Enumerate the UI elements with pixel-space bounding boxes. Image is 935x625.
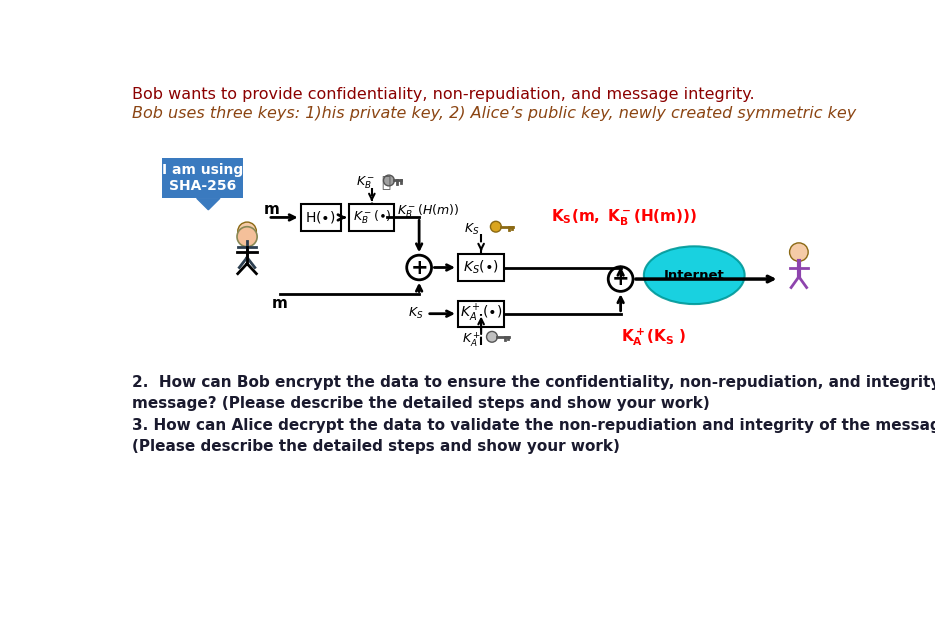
Circle shape [486,331,497,342]
Text: $K_B^-(H(m))$: $K_B^-(H(m))$ [396,202,459,220]
Text: Bob wants to provide confidentiality, non-repudiation, and message integrity.: Bob wants to provide confidentiality, no… [133,86,755,101]
Text: I am using
SHA-256: I am using SHA-256 [162,163,243,193]
Ellipse shape [644,246,744,304]
Text: $K_A^+(\bullet)$: $K_A^+(\bullet)$ [460,303,502,324]
Text: Internet: Internet [664,269,725,282]
Text: $K_A^+$: $K_A^+$ [462,330,482,349]
Text: +: + [611,269,629,289]
FancyBboxPatch shape [458,301,504,327]
Text: 2.  How can Bob encrypt the data to ensure the confidentiality, non-repudiation,: 2. How can Bob encrypt the data to ensur… [133,375,935,411]
Circle shape [237,227,257,247]
Circle shape [491,221,501,232]
Text: H($\bullet$): H($\bullet$) [306,209,336,226]
Text: 3. How can Alice decrypt the data to validate the non-repudiation and integrity : 3. How can Alice decrypt the data to val… [133,418,935,454]
Text: +: + [410,258,428,278]
Text: $K_S$: $K_S$ [408,306,423,321]
Text: $K_B^-(\bullet)$: $K_B^-(\bullet)$ [352,209,391,226]
Circle shape [789,243,808,261]
FancyBboxPatch shape [458,254,504,281]
Text: m: m [272,296,288,311]
Text: $\mathbf{K_A^+(K_S\ )}$: $\mathbf{K_A^+(K_S\ )}$ [621,326,685,348]
Polygon shape [196,198,220,210]
FancyBboxPatch shape [350,204,395,231]
FancyBboxPatch shape [300,204,341,231]
Text: $\mathbf{K_S(m,\ K_B^-(H(m)))}$: $\mathbf{K_S(m,\ K_B^-(H(m)))}$ [551,208,698,227]
Text: $K_S$: $K_S$ [464,221,480,236]
Text: ⚿: ⚿ [381,175,391,190]
Text: Bob uses three keys: 1)his private key, 2) Alice’s public key, newly created sym: Bob uses three keys: 1)his private key, … [133,106,856,121]
Text: $K_B^-$: $K_B^-$ [356,174,375,191]
Text: m: m [264,202,280,217]
FancyBboxPatch shape [162,158,243,198]
Circle shape [237,222,256,241]
Circle shape [383,175,395,186]
Text: $K_S(\bullet)$: $K_S(\bullet)$ [463,259,499,276]
